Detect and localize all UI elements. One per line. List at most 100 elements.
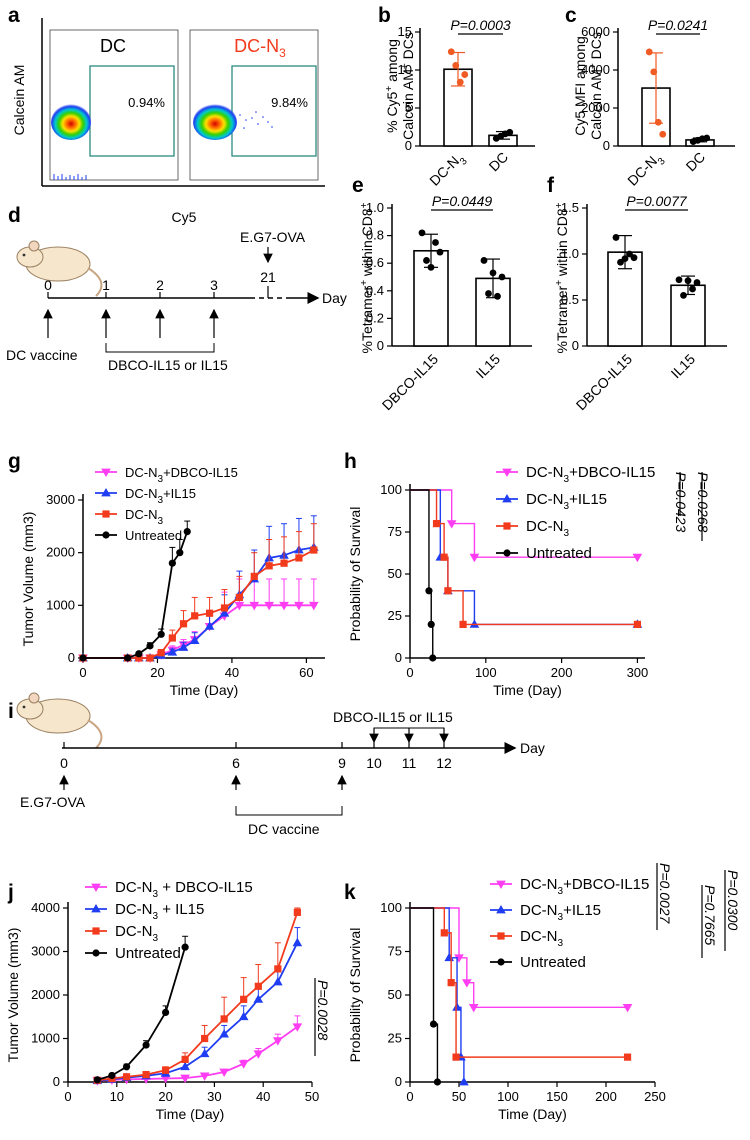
- plot-g-data-point: [250, 572, 258, 580]
- plot-j-data-point: [238, 1011, 249, 1021]
- timeline-i-tick-label: 10: [366, 755, 382, 771]
- plot-g-legend-marker: [102, 531, 110, 539]
- panel-b-bar-chart: % Cy5+ among Calcein AM+ DCs 0 5 10 15 DC-N3…: [384, 17, 535, 189]
- bar-f-data-point: [617, 258, 624, 266]
- bar-f-data-point: [626, 250, 633, 258]
- plot-g-data-point: [219, 608, 230, 617]
- bar-e-data-point: [418, 229, 426, 237]
- timeline-d-bracket: [105, 343, 215, 353]
- plot-k-censor-mark: [622, 1003, 633, 1013]
- plot-j-pvalue: P=0.0028: [315, 980, 331, 1041]
- plot-j-data-point: [273, 976, 283, 986]
- plot-j-xtick-label: 40: [256, 1089, 270, 1104]
- plot-k-censor-mark: [454, 954, 464, 963]
- plot-j-xlabel: Time (Day): [156, 1106, 225, 1122]
- plot-h-censor-mark: [459, 620, 467, 628]
- plot-j-series-line: [97, 1026, 298, 1082]
- plot-g-data-point: [157, 630, 165, 638]
- bar-b-ytick-label: 10: [398, 62, 412, 77]
- flow-gate-percent-dc: 0.94%: [128, 95, 165, 110]
- plot-g-data-point: [178, 642, 189, 651]
- plot-k-pvalue: P=0.0300: [725, 870, 741, 931]
- panel-label-d: d: [8, 204, 21, 227]
- plot-h-ytick-label: 100: [380, 482, 402, 497]
- plot-g-legend-label: DC-N3+IL15: [125, 486, 196, 506]
- plot-h-legend-label: DC-N3: [526, 518, 570, 539]
- plot-h-legend-marker: [503, 522, 511, 530]
- bar-e-data-point: [427, 263, 435, 271]
- plot-j-data-point: [253, 994, 264, 1003]
- plot-h-censor-mark: [444, 587, 452, 595]
- bar-c-ylabel-line1: Cy5 MFI among: [572, 36, 588, 136]
- plot-j-data-point: [199, 1048, 210, 1058]
- plot-h-censor-mark: [632, 553, 643, 563]
- plot-h-legend-marker: [502, 468, 512, 477]
- bar-b-category-label: DC: [485, 149, 511, 175]
- flow-title-dc: DC: [100, 36, 126, 56]
- plot-k-xtick-label: 50: [452, 1089, 466, 1104]
- bar-b-ytick-label: 0: [405, 138, 412, 153]
- plot-h-xtick-label: 0: [406, 665, 413, 680]
- bar-b-pvalue: P=0.0003: [450, 17, 511, 33]
- plot-h-censor-mark: [633, 620, 642, 628]
- plot-j-data-point: [292, 1023, 303, 1032]
- bar-e-ytick-label: 0.2: [366, 310, 384, 325]
- plot-j-data-point: [293, 908, 301, 916]
- bar-b-data-point: [506, 128, 514, 136]
- plot-h-censor-mark: [427, 620, 435, 629]
- bar-b-ylabel-line1: % Cy5+ among: [384, 39, 400, 133]
- bar-f-ylabel: %Tetramer+ within CD8+: [554, 202, 570, 353]
- bar-b-data-point: [452, 62, 460, 69]
- plot-j-xtick-label: 0: [64, 1089, 71, 1104]
- plot-j-data-point: [181, 1055, 189, 1063]
- flow-axis-ticks-dc: [53, 174, 87, 180]
- plot-h-ytick-label: 50: [388, 566, 402, 581]
- bar-e-data-point: [494, 292, 501, 300]
- plot-j-ytick-label: 2000: [31, 987, 60, 1002]
- bar-b-ytick-label: 5: [405, 100, 412, 115]
- flow-gate-dc: [89, 65, 175, 157]
- plot-h-legend-label: Untreated: [526, 545, 592, 562]
- plot-k-censor-mark: [452, 1002, 462, 1011]
- plot-k-ytick-label: 50: [388, 987, 402, 1002]
- plot-h-survival-step: [410, 489, 638, 558]
- plot-j-series-line: [97, 946, 186, 1081]
- plot-h-legend-marker: [503, 549, 511, 557]
- plot-k-legend-label: DC-N3: [520, 928, 564, 949]
- plot-h-ytick-label: 75: [388, 524, 402, 539]
- plot-j-xtick-label: 30: [207, 1089, 221, 1104]
- plot-g-xtick-label: 0: [79, 665, 86, 680]
- flow-y-label: Calcein AM: [11, 65, 27, 136]
- plot-h-survival-step: [410, 489, 434, 658]
- plot-j-xtick-label: 50: [305, 1089, 319, 1104]
- plot-j-data-point: [274, 965, 282, 973]
- timeline-d-tick-label: 1: [102, 277, 110, 293]
- plot-h-xlabel: Time (Day): [493, 682, 562, 698]
- flow-plot-frame-dc: [49, 29, 179, 181]
- plot-g-data-point: [280, 559, 288, 567]
- timeline-d-tick-label: 3: [210, 277, 218, 293]
- bar-c-ytick-label: 6000: [581, 24, 610, 39]
- plot-k-censor-mark: [459, 1077, 469, 1086]
- plot-j-data-point: [199, 1072, 210, 1081]
- panel-c-bar-chart: Cy5 MFI among Calcein AM+ DCs 0 2000 4000 6…: [572, 17, 735, 189]
- plot-g-xlabel: Time (Day): [170, 682, 239, 698]
- plot-g-data-point: [279, 601, 289, 611]
- bar-e-ytick-label: 0.4: [366, 283, 384, 298]
- plot-g-legend-marker: [101, 488, 111, 497]
- bar-c-ytick-label: 2000: [581, 100, 610, 115]
- plot-g-data-point: [220, 604, 229, 612]
- plot-k-survival-step: [410, 907, 628, 1058]
- plot-k-xtick-label: 0: [406, 1089, 413, 1104]
- bar-c-ytick-label: 4000: [581, 62, 610, 77]
- plot-h-censor-mark: [429, 654, 437, 662]
- plot-g-data-point: [146, 654, 154, 662]
- plot-j-data-point: [220, 1015, 228, 1023]
- panel-k-survival-chart: 0 25 50 75 100 0 50 100 150 200 250 Time (Day) Proba…: [347, 863, 741, 1122]
- panel-i-timeline: Day 0 6 9 10 11 12 E.G7-OVA DC vaccine DBCO-I…: [16, 692, 545, 837]
- plot-h-censor-mark: [469, 553, 480, 563]
- plot-j-legend-label: DC-N3 + IL15: [115, 901, 204, 922]
- timeline-d-day-label: Day: [322, 290, 347, 306]
- plot-k-censor-mark: [452, 1053, 460, 1061]
- plot-g-series-line: [83, 604, 314, 659]
